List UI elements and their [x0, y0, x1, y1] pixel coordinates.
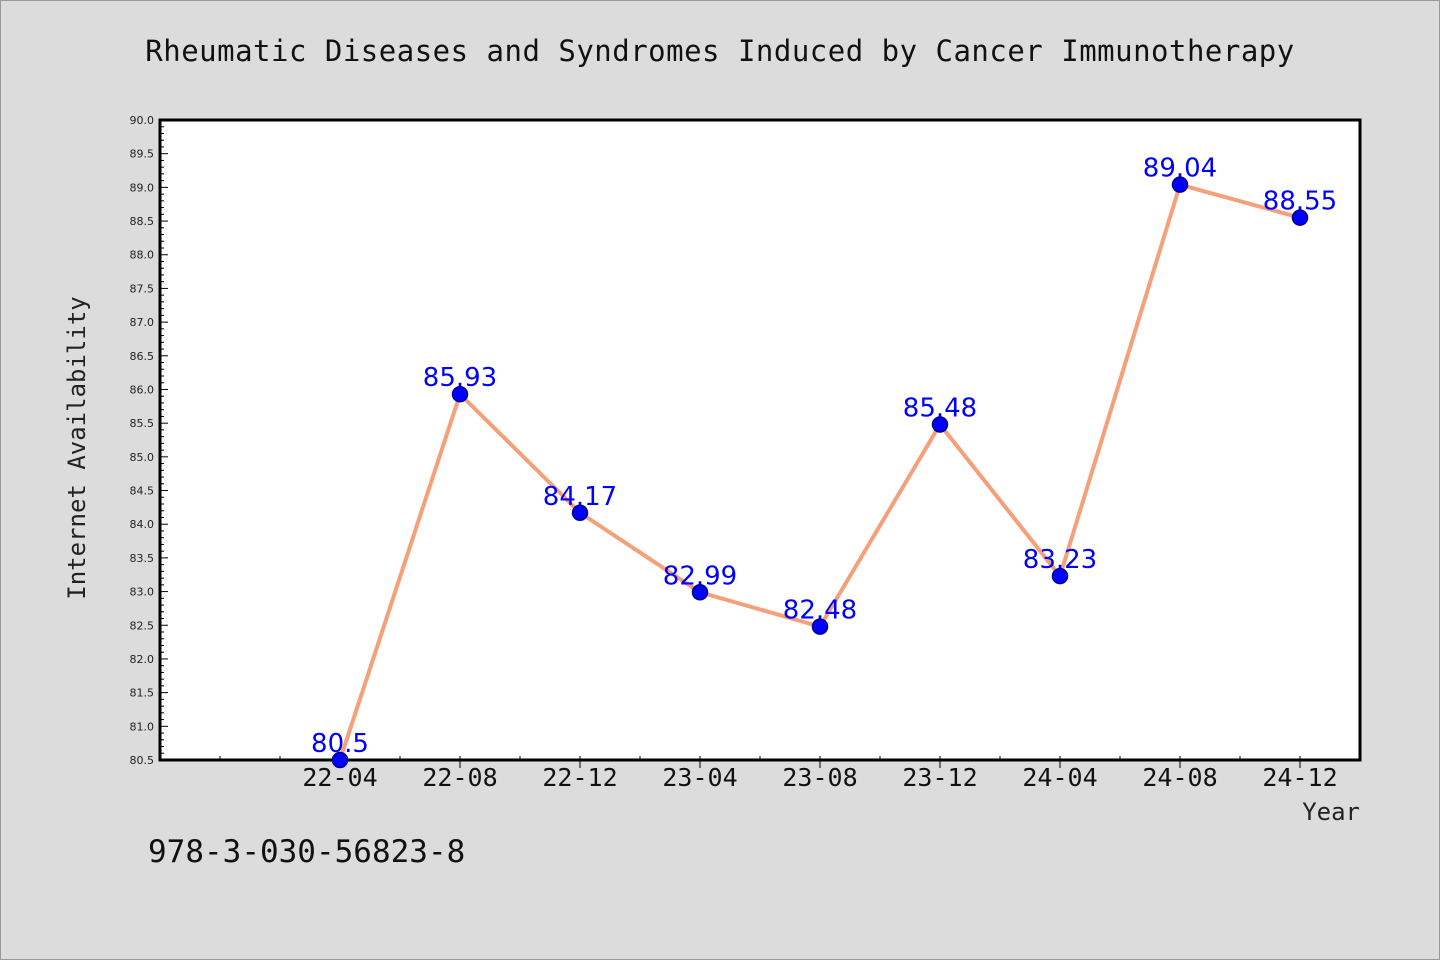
y-tick-label: 85.0: [130, 451, 155, 464]
x-tick-label: 23-12: [902, 763, 977, 792]
x-tick-label: 24-04: [1022, 763, 1097, 792]
chart-title: Rheumatic Diseases and Syndromes Induced…: [145, 34, 1295, 68]
y-tick-label: 85.5: [130, 417, 155, 430]
x-axis-label: Year: [1302, 798, 1360, 826]
y-axis-label: Internet Availability: [63, 296, 91, 599]
data-label: 82.99: [663, 561, 737, 591]
data-label: 89.04: [1143, 154, 1217, 184]
y-tick-label: 84.0: [130, 518, 155, 531]
x-tick-label: 22-12: [542, 763, 617, 792]
data-label: 82.48: [783, 596, 857, 626]
data-point: [1171, 176, 1189, 193]
y-tick-label: 89.0: [130, 181, 155, 194]
y-tick-label: 90.0: [130, 114, 155, 127]
data-label: 80.5: [311, 729, 369, 759]
data-label: 85.93: [423, 363, 497, 393]
x-axis: 22-04 22-08 22-12 23-04 23-08 23-12 24-04 24-08…: [219, 756, 1361, 792]
plot-area: [158, 118, 1362, 762]
x-tick-label: 24-08: [1142, 763, 1217, 792]
y-tick-label: 89.5: [130, 148, 155, 161]
y-tick-label: 86.5: [130, 350, 155, 363]
data-point: [811, 618, 829, 635]
x-tick-label: 22-08: [422, 763, 497, 792]
y-tick-label: 81.5: [130, 687, 155, 700]
data-label: 83.23: [1023, 545, 1097, 575]
y-axis: 80.5 81.0 81.5 82.0 82.5 83.0 83.5 84.0 84.5 85.0…: [130, 114, 168, 767]
y-tick-label: 84.5: [130, 485, 155, 498]
data-labels: 80.5 85.93 84.17 82.99 82.48 85.48 83.23 89.04 8…: [311, 154, 1337, 759]
y-tick-label: 81.0: [130, 720, 155, 733]
y-tick-label: 83.0: [130, 586, 155, 599]
y-tick-label: 82.5: [130, 619, 155, 632]
y-tick-label: 88.0: [130, 249, 155, 262]
y-tick-label: 88.5: [130, 215, 155, 228]
y-tick-label: 87.0: [130, 316, 155, 329]
data-label: 85.48: [903, 394, 977, 424]
data-point: [1291, 209, 1309, 226]
x-tick-label: 23-04: [662, 763, 737, 792]
data-point: [451, 385, 469, 403]
data-point: [1051, 567, 1069, 585]
y-tick-label: 80.5: [130, 754, 155, 767]
data-label: 88.55: [1263, 187, 1337, 217]
footer-code: 978-3-030-56823-8: [148, 834, 466, 870]
y-tick-label: 86.0: [130, 383, 155, 396]
data-point: [331, 751, 349, 769]
data-point: [691, 584, 709, 601]
data-point: [571, 504, 589, 522]
data-point: [931, 416, 949, 433]
x-tick-label: 23-08: [782, 763, 857, 792]
data-label: 84.17: [543, 482, 617, 512]
y-tick-label: 82.0: [130, 653, 155, 666]
x-tick-label: 24-12: [1262, 763, 1337, 792]
y-tick-label: 83.5: [130, 552, 155, 565]
data-markers: [331, 176, 1309, 769]
y-tick-label: 87.5: [130, 282, 155, 295]
